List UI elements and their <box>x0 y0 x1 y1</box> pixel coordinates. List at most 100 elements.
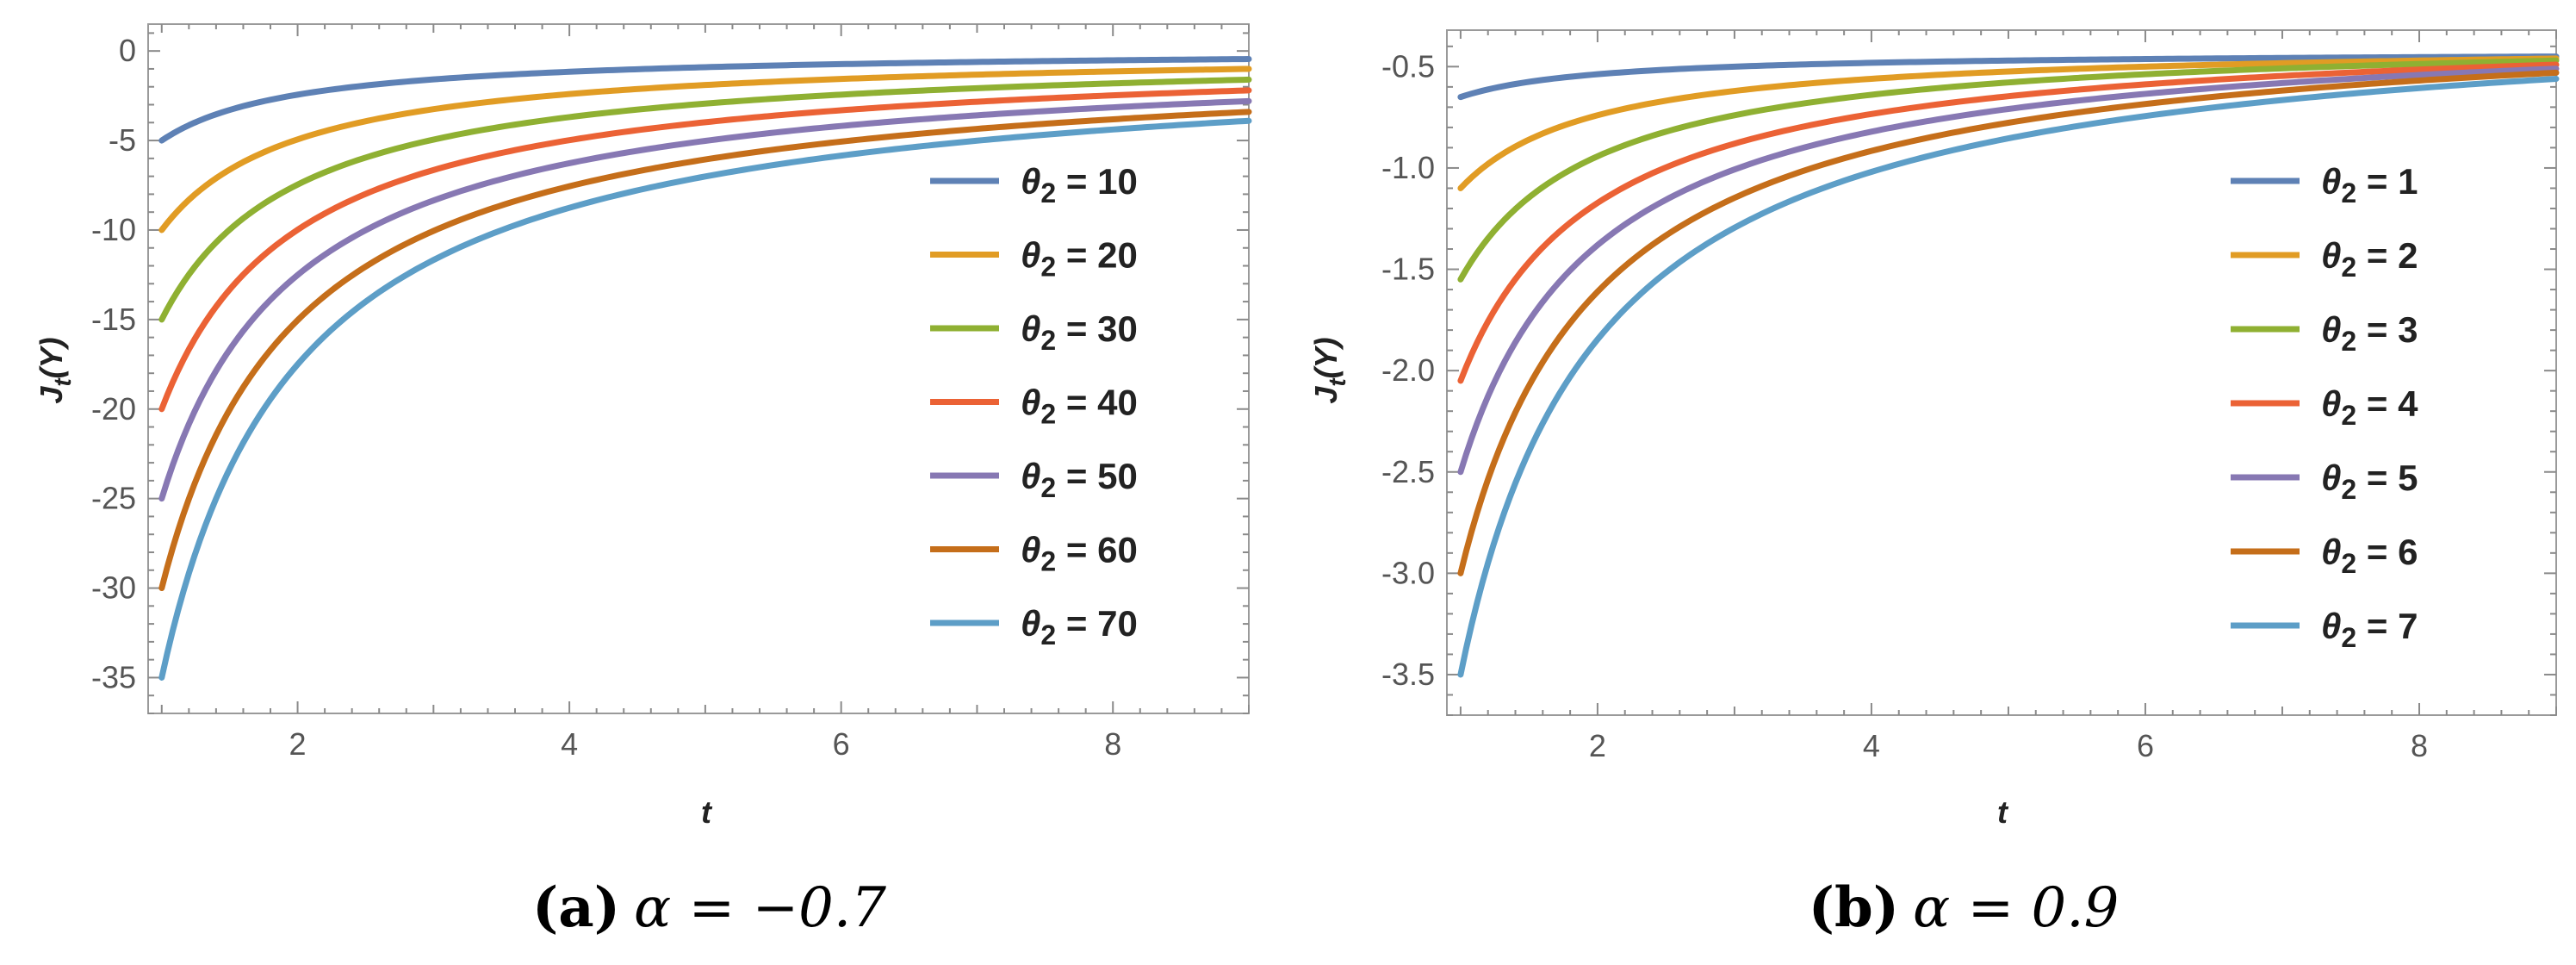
legend-label: θ2 = 20 <box>1021 235 1138 283</box>
legend-label: θ2 = 30 <box>1021 308 1138 356</box>
legend-theta: θ <box>1021 603 1040 644</box>
y-axis-label-a-subscript: t <box>49 377 76 387</box>
legend-theta: θ <box>2321 383 2341 424</box>
legend-sub: 2 <box>2341 622 2356 653</box>
y-tick-label: -3.5 <box>1381 657 1435 692</box>
series-line <box>158 76 1252 323</box>
legend-value: = 40 <box>1056 383 1138 423</box>
y-tick-label: -30 <box>91 570 136 606</box>
y-tick-label: -2.5 <box>1381 454 1435 489</box>
legend-theta: θ <box>1021 235 1040 276</box>
legend-label: θ2 = 2 <box>2321 235 2418 283</box>
legend-theta: θ <box>1021 456 1040 496</box>
x-tick-label: 2 <box>1589 728 1606 763</box>
series-line <box>1457 61 2560 384</box>
legend-sub: 2 <box>1040 472 1056 503</box>
legend-sub: 2 <box>1040 546 1056 577</box>
legend-label: θ2 = 10 <box>1021 161 1138 209</box>
plot-frame-a <box>147 23 1250 714</box>
y-axis-label-a-arg: (Y) <box>34 337 69 378</box>
series-line <box>1457 65 2560 476</box>
series-line <box>1457 55 2560 191</box>
y-tick-label: -3.0 <box>1381 555 1435 590</box>
series-line <box>1457 57 2560 283</box>
legend-sub: 2 <box>2341 400 2356 431</box>
y-tick-label: -10 <box>91 212 136 247</box>
x-tick-label: 4 <box>561 726 578 762</box>
legend-value: = 3 <box>2356 309 2418 350</box>
legend-theta: θ <box>2321 458 2341 498</box>
caption-math-b: α = 0.9 <box>1913 876 2119 940</box>
legend-value: = 50 <box>1056 456 1138 496</box>
y-tick-label: -15 <box>91 302 136 337</box>
x-tick-label: 4 <box>1863 728 1880 763</box>
legend-sub: 2 <box>1040 399 1056 430</box>
y-axis-label-b-arg: (Y) <box>1308 337 1344 378</box>
x-tick-label: 8 <box>1104 726 1121 762</box>
x-axis-label-b: t <box>1997 794 2009 830</box>
legend-label: θ2 = 6 <box>2321 532 2418 579</box>
legend-value: = 7 <box>2356 606 2418 646</box>
y-axis-label-b-subscript: t <box>1324 377 1350 387</box>
y-tick-label: 0 <box>119 33 136 68</box>
x-axis-label-a: t <box>701 794 713 830</box>
y-tick-label: -20 <box>91 391 136 426</box>
x-tick-label: 2 <box>289 726 307 762</box>
x-tick-label: 8 <box>2411 728 2428 763</box>
legend-label: θ2 = 60 <box>1021 530 1138 577</box>
caption-letter-a: (a) <box>532 875 620 940</box>
legend-theta: θ <box>2321 161 2341 202</box>
legend-sub: 2 <box>2341 474 2356 505</box>
ticks-b: 2 4 6 8 -0.5 -1.0 -1.5 -2.0 -2.5 -3.0 -3.5 <box>1381 30 2557 763</box>
legend-theta: θ <box>1021 161 1040 202</box>
legend-sub: 2 <box>1040 325 1056 356</box>
y-tick-label: -25 <box>91 481 136 516</box>
legend-sub: 2 <box>2341 252 2356 283</box>
legend-theta: θ <box>1021 308 1040 349</box>
legend-value: = 30 <box>1056 308 1138 349</box>
panel-b: 2 4 6 8-0.5-1.0-1.5-2.0-2.5-3.0-3.5 θ2 = 1θ… <box>1308 29 2560 940</box>
series-line <box>158 97 1252 502</box>
y-axis-label-a: Jt(Y) <box>34 337 76 403</box>
legend-label: θ2 = 40 <box>1021 383 1138 430</box>
legend-theta: θ <box>2321 235 2341 276</box>
legend-sub: 2 <box>2341 177 2356 209</box>
y-tick-label: -35 <box>91 659 136 694</box>
series-line <box>158 117 1252 681</box>
legend-label: θ2 = 1 <box>2321 161 2418 209</box>
series-line <box>1457 53 2560 101</box>
legend-sub: 2 <box>1040 619 1056 651</box>
x-tick-label: 6 <box>2137 728 2154 763</box>
series-line <box>1457 75 2560 678</box>
plot-frame-b <box>1446 29 2557 716</box>
legend-sub: 2 <box>1040 177 1056 209</box>
legend-value: = 1 <box>2356 161 2418 202</box>
legend-value: = 5 <box>2356 458 2418 498</box>
ticks-a: 2 4 6 8 0 -5 -10 -15 -20 -25 -30 -35 <box>91 24 1250 762</box>
y-tick-label: -5 <box>109 122 136 158</box>
legend-value: = 2 <box>2356 235 2418 276</box>
legend-label: θ2 = 70 <box>1021 603 1138 651</box>
legend-sub: 2 <box>2341 326 2356 357</box>
legend-sub: 2 <box>2341 548 2356 579</box>
series-line <box>158 65 1252 233</box>
legend-value: = 4 <box>2356 383 2418 424</box>
legend-theta: θ <box>2321 606 2341 646</box>
legend-value: = 70 <box>1056 603 1138 644</box>
series-line <box>158 56 1252 144</box>
legend-label: θ2 = 7 <box>2321 606 2418 653</box>
x-tick-label: 6 <box>833 726 850 762</box>
legend-theta: θ <box>1021 383 1040 423</box>
legend-label: θ2 = 50 <box>1021 456 1138 503</box>
legend-b: θ2 = 1θ2 = 2θ2 = 3θ2 = 4θ2 = 5θ2 = 6θ2 =… <box>2231 161 2418 653</box>
legend-value: = 6 <box>2356 532 2418 572</box>
y-tick-label: -1.0 <box>1381 150 1435 185</box>
legend-theta: θ <box>2321 309 2341 350</box>
series-line <box>158 87 1252 413</box>
legend-label: θ2 = 5 <box>2321 458 2418 505</box>
panel-a: 2 4 6 8 0 -5 -10 -15 -20 -25 -30 -35 θ2 = 10 θ2 = 20… <box>34 23 1252 940</box>
series-line <box>1457 69 2560 576</box>
y-axis-label-b: Jt(Y) <box>1308 337 1350 403</box>
legend-label: θ2 = 4 <box>2321 383 2418 431</box>
